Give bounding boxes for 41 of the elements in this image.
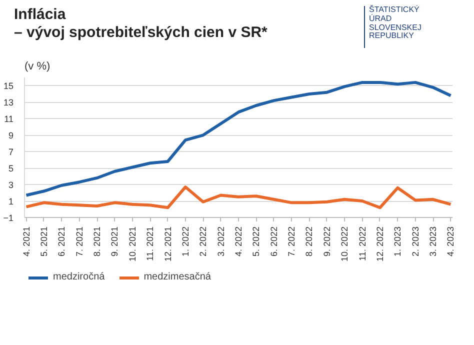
x-tick-label: 4. 2021 — [21, 226, 32, 257]
x-tick-label: 8. 2022 — [304, 226, 314, 257]
x-tick-label: 8. 2021 — [92, 226, 102, 257]
x-tick-label: 11. 2021 — [145, 226, 156, 261]
x-tick-label: 2. 2023 — [410, 226, 420, 257]
y-tick-label: 1 — [8, 196, 14, 207]
y-tick-label: 3 — [8, 180, 14, 190]
legend-label: medziročná — [53, 272, 105, 282]
line-series — [24, 186, 452, 210]
y-tick-label: −1 — [3, 213, 14, 223]
chart-subtitle: (v %) — [24, 60, 50, 72]
x-tick-label: 9. 2021 — [110, 226, 120, 257]
x-tick-label: 6. 2021 — [56, 226, 67, 257]
x-tick-label: 4. 2023 — [446, 226, 456, 257]
x-tick-label: 7. 2022 — [286, 226, 297, 257]
x-tick-label: 3. 2022 — [216, 226, 226, 257]
x-tick-label: 10. 2021 — [127, 226, 138, 262]
x-tick-label: 11. 2022 — [357, 226, 368, 261]
chart-title: Inflácia – vývoj spotrebiteľských cien v SR* — [14, 6, 268, 42]
x-tick-label: 7. 2021 — [74, 226, 84, 257]
y-tick-label: 11 — [4, 114, 14, 124]
y-tick-label: 7 — [8, 147, 14, 158]
x-tick-label: 10. 2022 — [340, 226, 350, 262]
y-tick-label: 9 — [8, 130, 14, 141]
legend-label: medzimesačná — [144, 272, 211, 282]
text: ŠTATISTICKÝ ÚRAD SLOVENSKEJ REPUBLIKY — [369, 5, 422, 42]
y-tick-label: 13 — [3, 98, 14, 108]
y-tick-label: 15 — [3, 81, 14, 92]
x-tick-label: 5. 2021 — [38, 226, 49, 257]
x-tick-label: 2. 2022 — [198, 226, 208, 257]
x-tick-label: 3. 2023 — [428, 226, 438, 257]
x-tick-label: 4. 2022 — [234, 226, 244, 257]
x-tick-label: 12. 2022 — [374, 226, 385, 262]
x-tick-label: 1. 2022 — [180, 226, 190, 257]
line-series — [24, 80, 452, 197]
x-tick-label: 6. 2022 — [268, 226, 279, 257]
x-tick-label: 9. 2022 — [322, 226, 332, 257]
x-tick-label: 1. 2023 — [392, 226, 403, 257]
y-tick-label: 5 — [8, 164, 14, 174]
x-tick-label: 5. 2022 — [251, 226, 262, 257]
x-tick-label: 12. 2021 — [162, 226, 173, 262]
